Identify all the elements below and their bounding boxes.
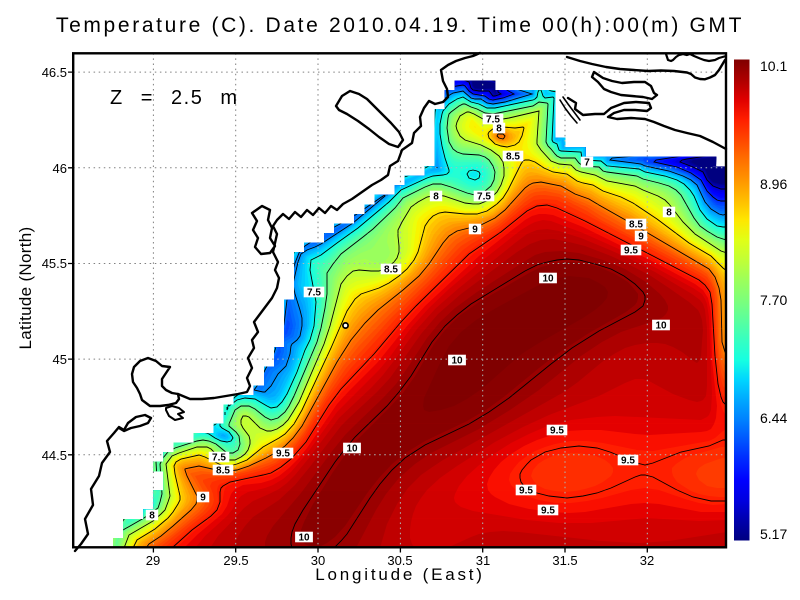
svg-text:7.5: 7.5 xyxy=(212,453,226,464)
svg-text:9: 9 xyxy=(200,493,206,504)
svg-text:9.5: 9.5 xyxy=(519,486,533,497)
svg-text:8.5: 8.5 xyxy=(384,265,398,276)
svg-text:7: 7 xyxy=(584,158,590,169)
svg-text:8.5: 8.5 xyxy=(216,466,230,477)
svg-text:10: 10 xyxy=(346,444,358,455)
svg-text:8.5: 8.5 xyxy=(629,220,643,231)
svg-text:10: 10 xyxy=(298,533,310,544)
svg-text:8.5: 8.5 xyxy=(506,152,520,163)
svg-text:8: 8 xyxy=(149,511,155,522)
svg-text:9: 9 xyxy=(638,232,644,243)
svg-text:10: 10 xyxy=(542,274,554,285)
svg-text:7.5: 7.5 xyxy=(307,288,321,299)
svg-text:9.5: 9.5 xyxy=(550,426,564,437)
svg-text:9.5: 9.5 xyxy=(276,449,290,460)
svg-text:7.5: 7.5 xyxy=(477,192,491,203)
svg-text:8: 8 xyxy=(666,208,672,219)
svg-text:10: 10 xyxy=(655,321,667,332)
svg-text:9.5: 9.5 xyxy=(624,246,638,257)
svg-text:10: 10 xyxy=(451,356,463,367)
svg-text:9.5: 9.5 xyxy=(541,506,555,517)
svg-text:8: 8 xyxy=(496,124,502,135)
svg-text:9.5: 9.5 xyxy=(621,456,635,467)
svg-text:8: 8 xyxy=(433,192,439,203)
svg-text:9: 9 xyxy=(472,225,478,236)
svg-text:7.5: 7.5 xyxy=(486,115,500,126)
